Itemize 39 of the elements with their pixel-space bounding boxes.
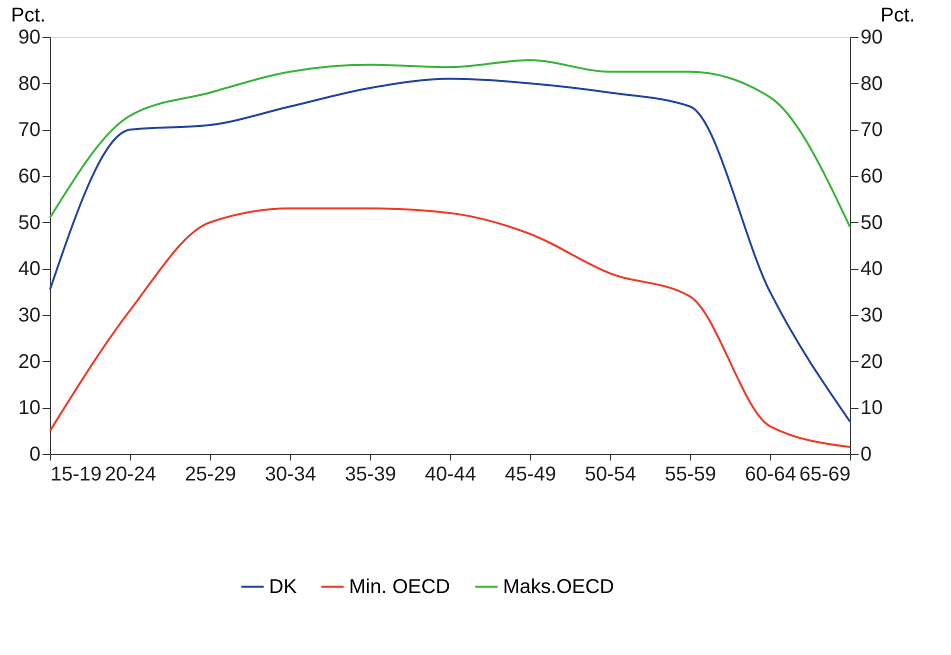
y2-tick-label: 50 (860, 212, 883, 234)
x-tick-label: 30-34 (264, 464, 316, 486)
x-tick-label: 25-29 (184, 464, 236, 486)
line-series (49, 207, 851, 448)
legend-label: Min. OECD (349, 576, 450, 598)
x-tick-label: 45-49 (504, 464, 556, 486)
y-tick-label: 30 (18, 304, 40, 326)
line-series (49, 78, 851, 423)
y-tick-label: 50 (18, 212, 40, 234)
x-tick-label: 50-54 (584, 464, 636, 486)
x-tick-label: 15-19 (50, 464, 102, 486)
x-tick-label: 55-59 (664, 464, 716, 486)
y2-tick-label: 80 (860, 72, 883, 95)
x-tick-label: 20-24 (104, 464, 156, 486)
y2-tick-label: 20 (860, 350, 883, 373)
y-tick-label: 20 (18, 350, 40, 373)
y2-tick-label: 0 (860, 444, 872, 466)
line-series (49, 59, 851, 228)
y2-tick-label: 90 (860, 26, 883, 48)
y-tick-label: 60 (18, 166, 40, 188)
y-tick-label: 70 (18, 119, 40, 142)
y2-tick-label: 70 (860, 119, 883, 142)
y-tick-label: 0 (29, 444, 40, 466)
y2-tick-label: 30 (860, 304, 883, 326)
legend-label: Maks.OECD (503, 576, 614, 598)
y-tick-label: 90 (18, 26, 40, 48)
y2-tick-label: 40 (860, 258, 883, 280)
y2-tick-label: 60 (860, 166, 883, 188)
x-tick-label: 60-64 (744, 464, 796, 486)
x-tick-label: 65-69 (799, 464, 850, 486)
legend-label: DK (269, 576, 298, 598)
y2-tick-label: 10 (860, 397, 883, 420)
x-tick-label: 35-39 (344, 464, 396, 486)
y-tick-label: 10 (18, 397, 40, 420)
x-tick-label: 40-44 (424, 464, 476, 486)
y-axis-title: Pct. (11, 4, 46, 26)
y2-axis-title: Pct. (880, 4, 915, 26)
y-tick-label: 80 (18, 72, 40, 95)
y-tick-label: 40 (18, 258, 40, 280)
